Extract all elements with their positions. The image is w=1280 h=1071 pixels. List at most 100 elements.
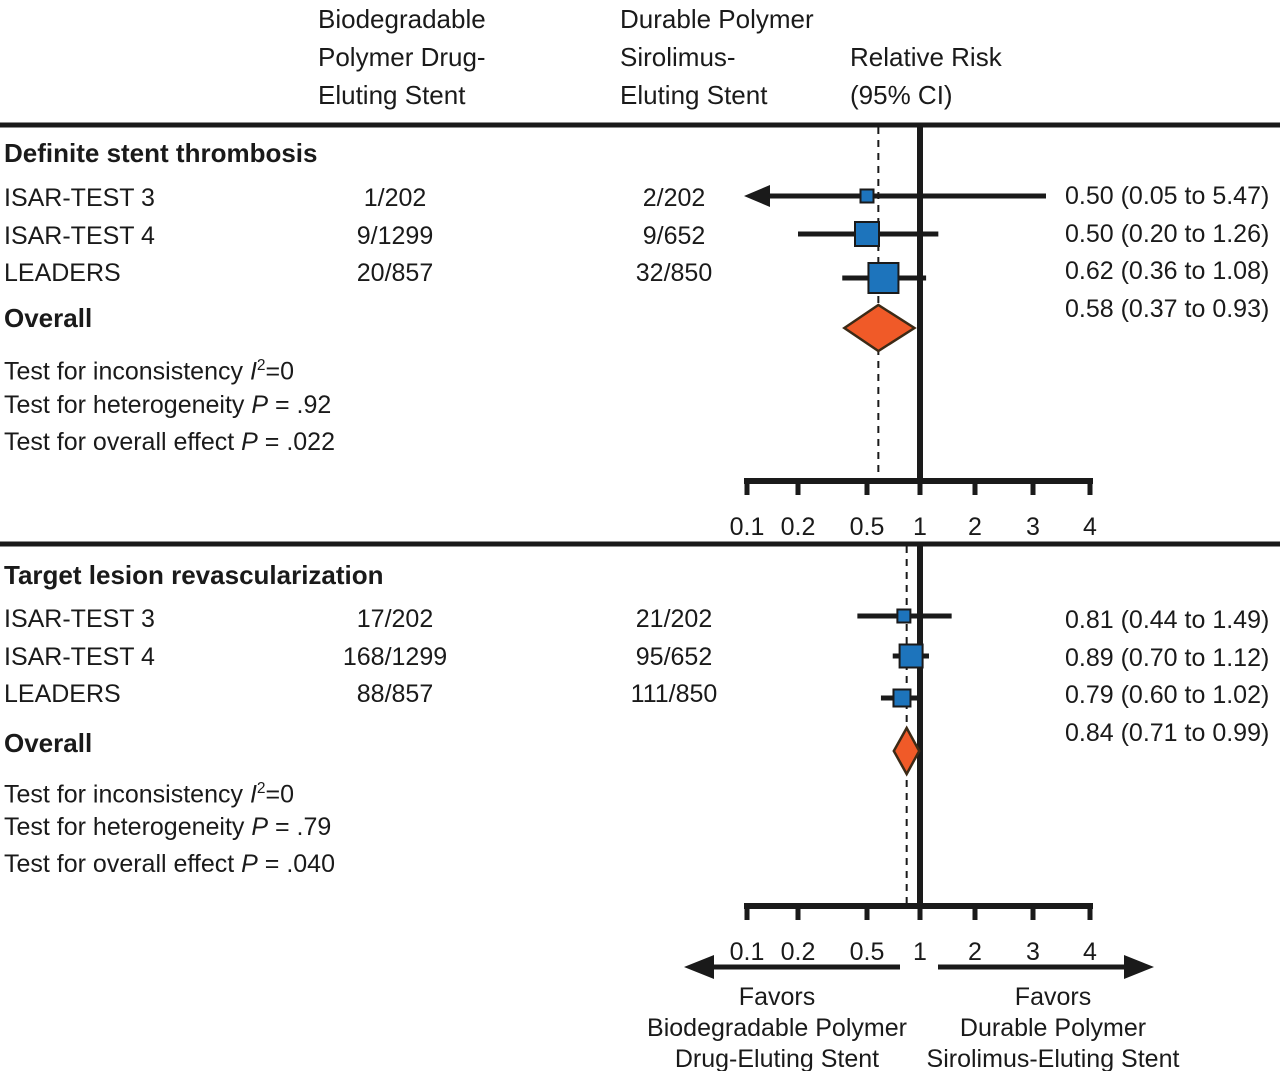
axis-tick-label: 4 xyxy=(1083,513,1097,541)
bp-events: 17/202 xyxy=(356,605,434,633)
dp-events: 2/202 xyxy=(642,184,706,212)
test-text: Test for overall effect xyxy=(4,428,242,456)
test-text: Test for inconsistency xyxy=(4,357,250,386)
favors-right-arrowhead xyxy=(1124,955,1154,979)
axis-tick-label: 1 xyxy=(913,513,927,541)
bp-events: 168/1299 xyxy=(342,643,448,671)
study-label: LEADERS xyxy=(4,259,121,287)
column-header-line: Relative Risk xyxy=(850,42,1002,72)
stat-symbol: P xyxy=(241,428,258,456)
overall-diamond xyxy=(842,303,917,353)
axis-tick-label: 2 xyxy=(968,938,982,966)
favors-line: Sirolimus-Eluting Stent xyxy=(926,1045,1180,1071)
overall-label: Overall xyxy=(4,728,93,758)
overall-rr-ci-label: 0.84 (0.71 to 0.99) xyxy=(1065,719,1270,747)
axis-tick-label: 0.2 xyxy=(781,513,816,541)
favors-line: Biodegradable Polymer xyxy=(647,1014,907,1042)
axis-tick-label: 3 xyxy=(1026,938,1040,966)
stat-symbol: P xyxy=(241,850,258,878)
test-text: Test for inconsistency xyxy=(4,780,250,809)
section-title: Definite stent thrombosis xyxy=(4,138,318,168)
favors-line: Durable Polymer xyxy=(959,1014,1147,1042)
stat-symbol: I xyxy=(249,780,257,809)
study-label: ISAR-TEST 3 xyxy=(4,605,155,633)
favors-right-label: Favors Durable Polymer Sirolimus-Eluting… xyxy=(873,982,1233,1071)
axis-tick-label: 3 xyxy=(1026,513,1040,541)
axis-tick-label: 0.2 xyxy=(781,938,816,966)
stat-symbol: P xyxy=(251,813,269,841)
favors-left-arrowhead xyxy=(684,955,714,979)
test-text: = .022 xyxy=(257,428,335,456)
overall-rr-ci-label: 0.58 (0.37 to 0.93) xyxy=(1065,295,1270,323)
test-inconsistency: Test for inconsistency I2=0 xyxy=(4,350,294,387)
column-header-line: Durable Polymer xyxy=(620,4,814,34)
axis-tick-label: 0.5 xyxy=(850,938,885,966)
column-header-line: Eluting Stent xyxy=(620,80,768,110)
effect-square xyxy=(859,188,875,204)
test-overall-effect: Test for overall effect P = .040 xyxy=(4,849,335,880)
effect-square xyxy=(898,643,924,669)
study-label: ISAR-TEST 4 xyxy=(4,643,155,671)
section-title: Target lesion revascularization xyxy=(4,560,384,590)
ci-arrow-left xyxy=(744,185,770,207)
axis-tick-label: 0.5 xyxy=(850,513,885,541)
test-overall-effect: Test for overall effect P = .022 xyxy=(4,427,335,458)
dp-events: 32/850 xyxy=(635,259,713,287)
effect-square xyxy=(854,221,880,247)
column-header-durable: Durable Polymer Sirolimus- Eluting Stent xyxy=(620,0,814,114)
test-heterogeneity: Test for heterogeneity P = .92 xyxy=(4,390,331,421)
effect-square xyxy=(892,688,912,708)
column-header-line: Sirolimus- xyxy=(620,42,736,72)
rr-ci-label: 0.89 (0.70 to 1.12) xyxy=(1065,644,1270,672)
stat-power: 2 xyxy=(256,780,266,797)
favors-left-label: Favors Biodegradable Polymer Drug-Elutin… xyxy=(607,982,947,1071)
axis-tick-label: 1 xyxy=(913,938,927,966)
rr-ci-label: 0.50 (0.20 to 1.26) xyxy=(1065,220,1270,248)
stat-power: 2 xyxy=(256,357,266,374)
test-inconsistency: Test for inconsistency I2=0 xyxy=(4,773,294,810)
column-header-line: Eluting Stent xyxy=(318,80,466,110)
column-header-line: Polymer Drug- xyxy=(318,42,486,72)
axis-tick-label: 0.1 xyxy=(730,513,765,541)
favors-line: Drug-Eluting Stent xyxy=(674,1045,880,1071)
test-text: =0 xyxy=(265,357,295,386)
axis-tick-label: 2 xyxy=(968,513,982,541)
favors-line: Favors xyxy=(1014,983,1092,1011)
study-label: ISAR-TEST 4 xyxy=(4,222,155,250)
overall-label: Overall xyxy=(4,303,93,333)
test-text: Test for overall effect xyxy=(4,850,242,878)
bp-events: 20/857 xyxy=(356,259,434,287)
rr-ci-label: 0.62 (0.36 to 1.08) xyxy=(1065,257,1270,285)
rr-ci-label: 0.50 (0.05 to 5.47) xyxy=(1065,182,1270,210)
dp-events: 95/652 xyxy=(635,643,713,671)
stat-symbol: I xyxy=(249,357,257,386)
rr-ci-label: 0.79 (0.60 to 1.02) xyxy=(1065,681,1270,709)
stat-symbol: P xyxy=(251,391,269,419)
study-label: LEADERS xyxy=(4,680,121,708)
test-text: Test for heterogeneity xyxy=(4,391,252,419)
test-text: = .040 xyxy=(257,850,335,878)
favors-line: Favors xyxy=(738,983,816,1011)
dp-events: 111/850 xyxy=(630,680,718,708)
test-heterogeneity: Test for heterogeneity P = .79 xyxy=(4,812,331,843)
test-text: = .79 xyxy=(268,813,332,841)
effect-square xyxy=(896,608,912,624)
column-header-biodegradable: Biodegradable Polymer Drug- Eluting Sten… xyxy=(318,0,486,114)
axis-tick-label: 0.1 xyxy=(730,938,765,966)
bp-events: 1/202 xyxy=(363,184,427,212)
bp-events: 88/857 xyxy=(356,680,434,708)
bp-events: 9/1299 xyxy=(356,222,434,250)
column-header-relative-risk: Relative Risk (95% CI) xyxy=(850,38,1002,114)
overall-diamond xyxy=(892,725,921,777)
test-text: = .92 xyxy=(268,391,332,419)
study-label: ISAR-TEST 3 xyxy=(4,184,155,212)
dp-events: 21/202 xyxy=(635,605,713,633)
column-header-line: (95% CI) xyxy=(850,80,953,110)
effect-square xyxy=(867,262,900,294)
test-text: =0 xyxy=(265,780,295,809)
dp-events: 9/652 xyxy=(642,222,706,250)
column-header-line: Biodegradable xyxy=(318,4,486,34)
rr-ci-label: 0.81 (0.44 to 1.49) xyxy=(1065,606,1270,634)
